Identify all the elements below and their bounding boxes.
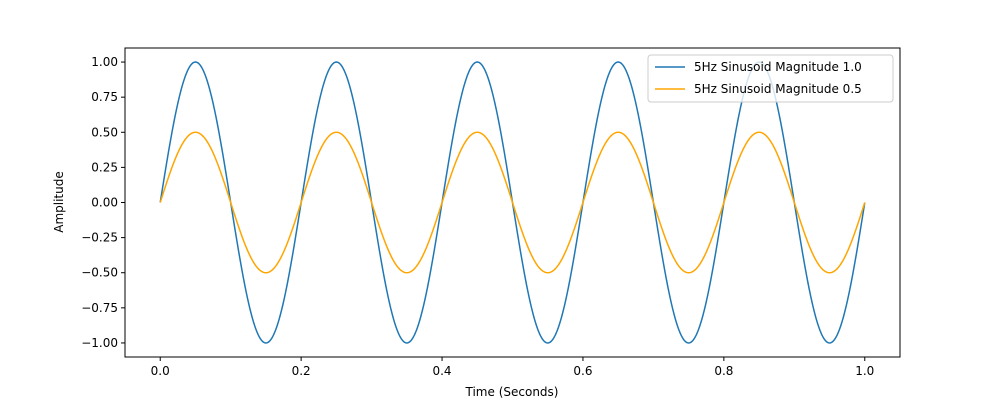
- x-tick-label: 0.4: [432, 364, 451, 378]
- y-tick-label: −0.75: [81, 301, 118, 315]
- series-line-2: [159, 131, 866, 274]
- x-axis: 0.0 0.2 0.4 0.6 0.8 1.0: [151, 357, 874, 378]
- y-tick-label: 0.75: [91, 90, 118, 104]
- x-tick-label: 0.8: [714, 364, 733, 378]
- y-tick-label: 0.50: [91, 125, 118, 139]
- legend-box: [647, 54, 894, 103]
- x-tick-label: 0.6: [573, 364, 592, 378]
- y-tick-label: 0.00: [91, 196, 118, 210]
- plot-area: [159, 61, 866, 344]
- legend-label-1: 5Hz Sinusoid Magnitude 1.0: [694, 60, 862, 74]
- legend: 5Hz Sinusoid Magnitude 1.0 5Hz Sinusoid M…: [647, 54, 894, 103]
- y-tick-label: 0.25: [91, 160, 118, 174]
- x-tick-label: 0.2: [292, 364, 311, 378]
- y-tick-label: 1.00: [91, 55, 118, 69]
- y-tick-label: −0.25: [81, 231, 118, 245]
- legend-label-2: 5Hz Sinusoid Magnitude 0.5: [694, 82, 862, 96]
- x-tick-label: 1.0: [855, 364, 874, 378]
- y-axis: 1.00 0.75 0.50 0.25 0.00 −0.25 −0.50 −0.75 −1.00: [81, 55, 125, 350]
- y-tick-label: −0.50: [81, 266, 118, 280]
- x-axis-label: Time (Seconds): [465, 385, 559, 399]
- x-tick-label: 0.0: [151, 364, 170, 378]
- y-axis-label: Amplitude: [52, 171, 66, 233]
- y-tick-label: −1.00: [81, 336, 118, 350]
